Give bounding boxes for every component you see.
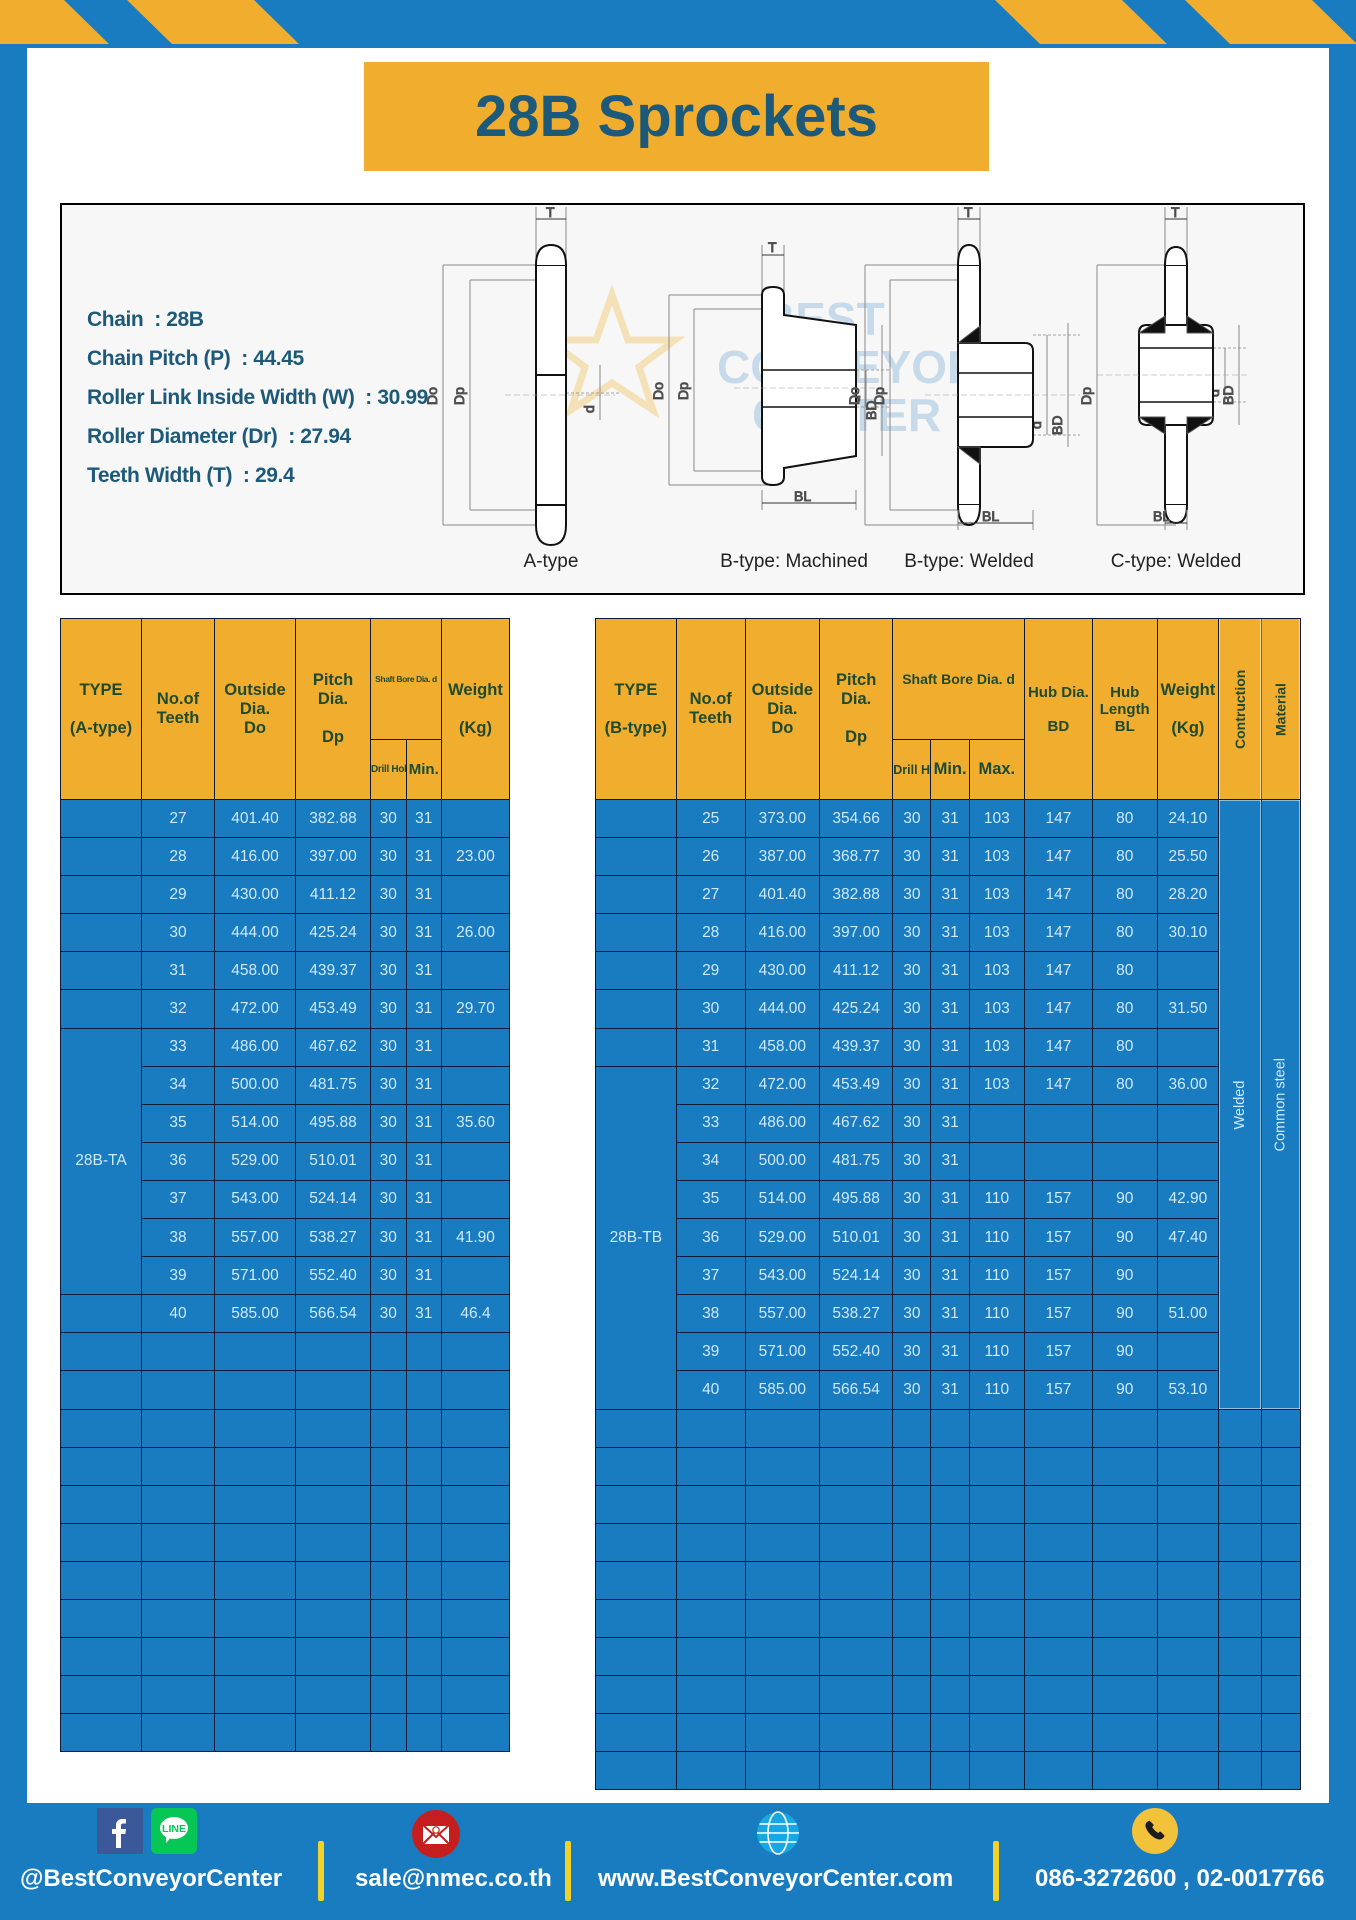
svg-text:Do: Do (424, 387, 440, 405)
svg-text:T: T (546, 205, 555, 220)
svg-text:Dp: Dp (1078, 387, 1094, 405)
svg-text:Do: Do (650, 382, 666, 400)
svg-text:LINE: LINE (162, 1823, 186, 1835)
svg-text:T: T (768, 239, 777, 255)
svg-text:BL: BL (982, 508, 999, 524)
svg-text:Dp: Dp (675, 382, 691, 400)
svg-text:d: d (581, 405, 597, 413)
svg-text:BD: BD (1220, 386, 1236, 405)
svg-text:C-type: Welded: C-type: Welded (1111, 551, 1242, 572)
svg-text:BL: BL (1153, 508, 1170, 524)
svg-text:Dp: Dp (451, 387, 467, 405)
svg-text:T: T (964, 205, 973, 220)
svg-text:BL: BL (794, 488, 811, 504)
svg-text:B-type: Welded: B-type: Welded (904, 551, 1034, 572)
svg-text:Dp: Dp (871, 387, 887, 405)
svg-text:B-type: Machined: B-type: Machined (720, 551, 868, 572)
svg-text:T: T (1171, 205, 1180, 220)
svg-text:Do: Do (846, 387, 862, 405)
svg-text:A-type: A-type (524, 551, 579, 572)
svg-text:BD: BD (1049, 416, 1065, 435)
